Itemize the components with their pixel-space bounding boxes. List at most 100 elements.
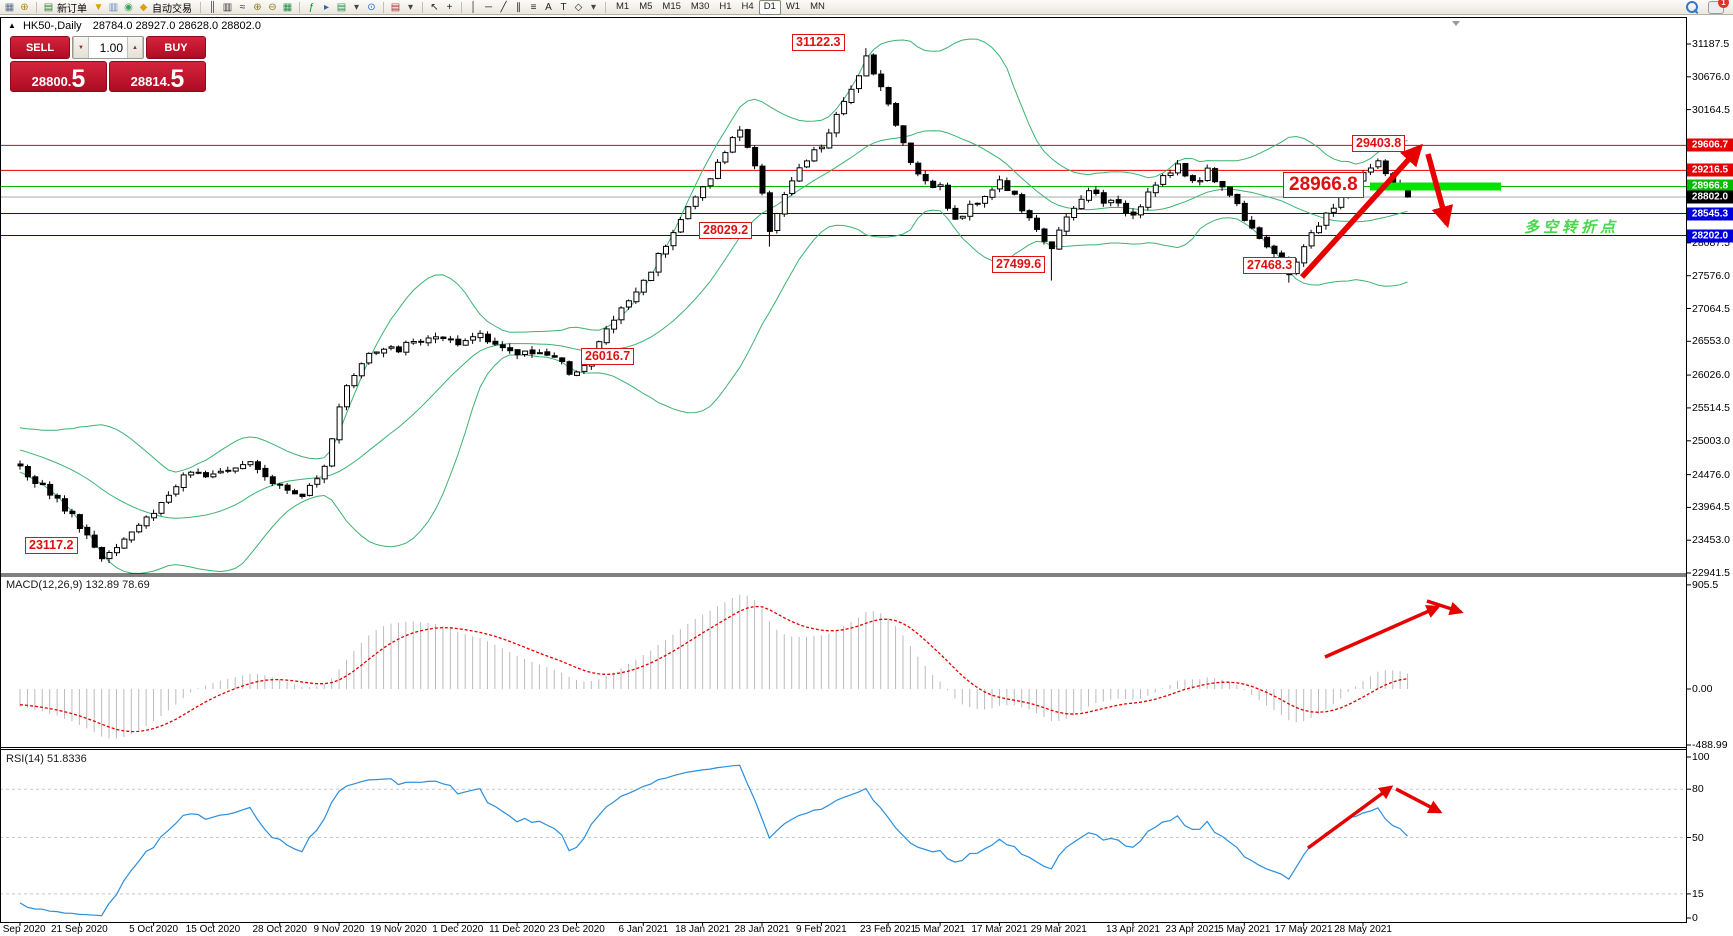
chart-window-icon[interactable]: ▦: [4, 1, 15, 13]
period-cursor-icon[interactable]: ▸: [323, 1, 330, 13]
styler-icon[interactable]: ▼: [93, 1, 104, 13]
toolbar-separator: [461, 1, 462, 13]
candle: [180, 474, 187, 488]
buy-price-block[interactable]: 28814. 5: [109, 61, 206, 92]
volume-increase-button[interactable]: ▲: [127, 37, 143, 58]
candles-chart-icon[interactable]: ▥: [222, 1, 233, 13]
candle: [299, 493, 306, 498]
shapes-icon[interactable]: ◇: [574, 1, 583, 13]
trendline-icon[interactable]: ╱: [500, 1, 507, 13]
price-callout-label[interactable]: 27468.3: [1243, 257, 1297, 274]
turning-point-annotation[interactable]: 多空转折点: [1524, 219, 1620, 236]
candle: [143, 516, 150, 527]
toolbar-icon-group: ▦ ⊕ ▤ 新订单 ▼ ▥ ◉ ◆ 自动交易 ║ ▥ ≈ ⊕ ⊖ ▦ ƒ ▸ ▤ ▾ ⊙ ▤ ▾ ↖ + │ ─ ╱ ∥ ≡ A T ◇ ▾: [3, 0, 609, 15]
candle: [1241, 202, 1248, 221]
tile-windows-icon[interactable]: ▦: [282, 1, 293, 13]
timeframe-m15[interactable]: M15: [662, 0, 681, 12]
templates-dropdown-icon[interactable]: ▾: [353, 1, 360, 13]
candle: [633, 291, 640, 303]
candle: [217, 470, 224, 474]
date-axis-label: 1 Dec 2020: [432, 924, 484, 935]
search-icon[interactable]: [1686, 1, 1699, 14]
shapes-dropdown-icon[interactable]: ▾: [590, 1, 597, 13]
new-order-label[interactable]: 新订单: [57, 3, 87, 15]
candle: [269, 476, 276, 484]
price-callout-label[interactable]: 28966.8: [1283, 172, 1364, 198]
zoom-in-icon[interactable]: ⊕: [253, 1, 262, 13]
price-callout-label[interactable]: 31122.3: [792, 34, 845, 51]
candle: [893, 103, 900, 126]
crosshair-icon[interactable]: +: [446, 1, 453, 13]
volume-decrease-button[interactable]: ▼: [73, 37, 89, 58]
timeframe-m5[interactable]: M5: [639, 0, 653, 12]
chat-icon[interactable]: 1: [1708, 0, 1729, 14]
fibonacci-icon[interactable]: ≡: [530, 1, 537, 13]
chart-magnifier-icon[interactable]: ⊕: [20, 1, 29, 13]
profiles-icon[interactable]: ▥: [108, 1, 119, 13]
templates-icon[interactable]: ▤: [336, 1, 347, 13]
line-chart-icon[interactable]: ≈: [239, 1, 246, 13]
timeframe-h4[interactable]: H4: [741, 0, 754, 12]
price-callout-label[interactable]: 26016.7: [581, 348, 635, 365]
price-callout-label[interactable]: 28029.2: [699, 222, 753, 239]
candle: [1152, 184, 1159, 194]
clock-icon[interactable]: ⊙: [367, 1, 376, 13]
candle: [240, 464, 247, 470]
candle: [1301, 246, 1308, 264]
indicators-icon[interactable]: ƒ: [308, 1, 315, 13]
timeframe-h1[interactable]: H1: [719, 0, 732, 12]
sell-button[interactable]: SELL: [10, 36, 70, 59]
date-axis-label: 5 Mar 2021: [914, 924, 966, 935]
label-icon[interactable]: T: [560, 1, 567, 13]
sell-price-block[interactable]: 28800. 5: [10, 61, 107, 92]
new-order-icon[interactable]: ▤: [43, 1, 54, 13]
autotrade-icon[interactable]: ◆: [139, 1, 148, 13]
bars-chart-icon[interactable]: ║: [208, 1, 217, 13]
price-callout-label[interactable]: 29403.8: [1352, 135, 1406, 152]
candle: [1145, 191, 1152, 208]
candle: [158, 502, 165, 514]
timeframe-m30[interactable]: M30: [690, 0, 710, 12]
candle: [1219, 181, 1226, 188]
toolbar-separator: [383, 1, 384, 13]
date-axis-label: 17 Mar 2021: [971, 924, 1028, 935]
text-icon[interactable]: A: [545, 1, 552, 13]
timeframe-w1[interactable]: W1: [785, 0, 801, 12]
candle: [306, 484, 313, 496]
candle: [507, 347, 514, 352]
chart-frame: [0, 17, 1691, 926]
timeframe-group: M1 M5 M15 M30 H1 H4 D1 W1 MN: [611, 0, 830, 15]
candle: [17, 463, 24, 467]
timeframe-mn[interactable]: MN: [810, 0, 825, 12]
candle: [907, 142, 914, 163]
channel-icon[interactable]: ∥: [516, 1, 521, 13]
signals-icon[interactable]: ◉: [124, 1, 133, 13]
symbol-period-label: HK50-,Daily: [22, 20, 82, 32]
candle: [447, 338, 454, 341]
autotrade-label[interactable]: 自动交易: [152, 3, 192, 15]
trend-arrows[interactable]: [1299, 143, 1464, 850]
rsi-axis-tick: 80: [1692, 783, 1704, 796]
cursor-icon[interactable]: ↖: [430, 1, 439, 13]
chart-header: ▲ HK50-,Daily 28784.0 28927.0 28628.0 28…: [8, 20, 261, 32]
chart-type-dropdown-icon[interactable]: ▾: [407, 1, 414, 13]
candle: [321, 465, 328, 480]
buy-button[interactable]: BUY: [146, 36, 206, 59]
date-axis-label: 5 Oct 2020: [129, 924, 179, 935]
chart-type-icon[interactable]: ▤: [390, 1, 401, 13]
timeframe-d1[interactable]: D1: [758, 0, 781, 15]
date-axis-label: 23 Apr 2021: [1165, 924, 1220, 935]
price-callout-label[interactable]: 23117.2: [25, 537, 78, 554]
candle: [685, 206, 692, 220]
timeframe-m1[interactable]: M1: [616, 0, 630, 12]
notification-badge: 1: [1718, 0, 1729, 8]
zoom-out-icon[interactable]: ⊖: [268, 1, 277, 13]
price-callout-label[interactable]: 27499.6: [992, 256, 1046, 273]
hline-icon[interactable]: ─: [484, 1, 493, 13]
chart-shift-marker[interactable]: [1452, 21, 1460, 26]
volume-input[interactable]: 1.00: [99, 40, 123, 55]
vline-icon[interactable]: │: [470, 1, 477, 13]
collapse-panel-icon[interactable]: ▲: [8, 21, 16, 30]
candle: [1063, 216, 1070, 232]
candle: [774, 213, 781, 231]
